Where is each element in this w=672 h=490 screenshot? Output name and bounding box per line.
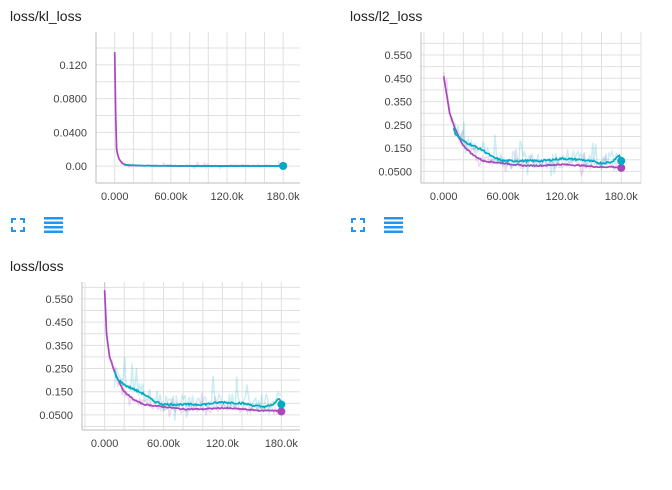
x-tick-label: 60.00k <box>147 438 181 450</box>
chart-card-l2-loss: loss/l2_loss 0.000 60.00k 120.0k 180.0k 0.05… <box>340 0 670 240</box>
y-tick-label: 0.550 <box>45 294 73 306</box>
x-tick-label: 180.0k <box>605 191 639 203</box>
smoothed-series-line-0 <box>103 290 282 413</box>
y-tick-label: 0.250 <box>45 364 73 376</box>
x-tick-label: 120.0k <box>546 191 580 203</box>
smoothed-series-line-0 <box>442 76 622 169</box>
chart-card-loss: loss/loss 0.000 60.00k 120.0k 180.0k 0.0500 0… <box>0 250 330 490</box>
fullscreen-icon[interactable] <box>10 217 26 233</box>
series-end-dot-1 <box>277 400 286 409</box>
y-tick-label: 0.150 <box>384 143 412 155</box>
raw-series-line-0 <box>442 72 623 177</box>
chart-title: loss/l2_loss <box>350 8 423 24</box>
y-tick-label: 0.450 <box>45 317 73 329</box>
chart-title: loss/kl_loss <box>10 8 82 24</box>
series-end-dot-1 <box>617 156 626 165</box>
y-tick-label: 0.0500 <box>378 166 412 178</box>
smoothed-series-line-1 <box>452 127 623 166</box>
x-tick-label: 0.000 <box>430 191 458 203</box>
list-lines-icon[interactable] <box>384 217 404 233</box>
y-tick-label: 0.550 <box>384 50 412 62</box>
x-tick-label: 0.000 <box>101 191 129 203</box>
y-tick-label: 0.350 <box>45 340 73 352</box>
list-lines-icon[interactable] <box>44 217 64 233</box>
y-tick-label: 0.0500 <box>39 410 73 422</box>
y-tick-label: 0.350 <box>384 97 412 109</box>
x-tick-label: 60.00k <box>154 191 188 203</box>
smoothed-series-line-1 <box>113 370 283 409</box>
y-tick-label: 0.150 <box>45 387 73 399</box>
smoothed-series-line-1 <box>124 163 284 167</box>
y-tick-label: 0.0800 <box>53 94 87 106</box>
x-tick-label: 120.0k <box>210 191 244 203</box>
y-tick-label: 0.450 <box>384 73 412 85</box>
x-tick-label: 60.00k <box>486 191 520 203</box>
y-tick-label: 0.00 <box>66 161 87 173</box>
raw-series-line-1 <box>113 357 282 421</box>
loss-chart[interactable]: 0.000 60.00k 120.0k 180.0k 0.0500 0.150 0.250 0… <box>0 250 330 455</box>
chart-title: loss/loss <box>10 258 64 274</box>
raw-series-line-0 <box>113 51 284 170</box>
y-tick-label: 0.250 <box>384 120 412 132</box>
series-end-dot-1 <box>279 161 288 170</box>
y-tick-label: 0.0400 <box>53 127 87 139</box>
x-tick-label: 120.0k <box>206 438 240 450</box>
x-tick-label: 180.0k <box>267 191 301 203</box>
kl-loss-chart[interactable]: 0.000 60.00k 120.0k 180.0k 0.00 0.0400 0.0800 0… <box>0 0 330 210</box>
l2-loss-chart[interactable]: 0.000 60.00k 120.0k 180.0k 0.0500 0.150 0.250 0… <box>340 0 670 210</box>
x-tick-label: 180.0k <box>265 438 299 450</box>
chart-card-kl-loss: loss/kl_loss 0.000 60.00k 120.0k 180.0k 0.00… <box>0 0 330 240</box>
fullscreen-icon[interactable] <box>350 217 366 233</box>
series-end-dot-0 <box>277 407 286 416</box>
y-tick-label: 0.120 <box>59 60 87 72</box>
series-end-dot-0 <box>617 163 626 172</box>
x-tick-label: 0.000 <box>91 438 119 450</box>
